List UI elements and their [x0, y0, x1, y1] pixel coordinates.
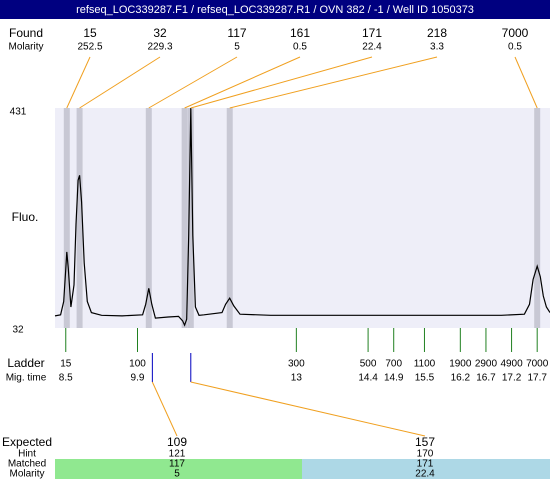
y-tick-label: 431 [10, 107, 27, 118]
found-molarity: 229.3 [147, 42, 172, 53]
ladder-size: 2900 [475, 359, 498, 370]
ladder-label: Ladder [7, 356, 44, 370]
ladder-time: 8.5 [59, 373, 73, 384]
ladder-size: 1100 [414, 359, 436, 370]
ladder-size: 7000 [526, 359, 549, 370]
molarity-label: Molarity [9, 469, 44, 480]
title: refseq_LOC339287.F1 / refseq_LOC339287.R… [76, 4, 474, 16]
found-size: 218 [427, 26, 447, 40]
found-size: 171 [362, 26, 382, 40]
found-molarity: 0.5 [293, 42, 307, 53]
y-tick-label: 32 [12, 325, 24, 336]
matched-molarity: 22.4 [415, 469, 435, 480]
found-connector [190, 56, 373, 109]
ladder-time: 14.4 [358, 373, 378, 384]
hint-label: Hint [18, 449, 36, 460]
found-molarity: 252.5 [77, 42, 102, 53]
peak-band [63, 108, 70, 328]
ladder-time: 17.7 [527, 373, 547, 384]
expected-connector [190, 381, 426, 437]
matched-label: Matched [8, 459, 46, 470]
found-connector [184, 56, 301, 109]
hint-value: 170 [417, 449, 434, 460]
found-molarity: 0.5 [508, 42, 522, 53]
found-size: 161 [290, 26, 310, 40]
found-connector [66, 56, 91, 109]
matched-molarity: 5 [174, 469, 180, 480]
found-molarity: 22.4 [362, 42, 382, 53]
ladder-size: 4900 [500, 359, 523, 370]
matched-band-1 [55, 459, 302, 479]
found-size: 117 [227, 26, 246, 40]
ladder-time: 9.9 [131, 373, 145, 384]
found-molarity: 5 [234, 42, 240, 53]
found-connector [148, 56, 238, 109]
ladder-size: 1900 [449, 359, 472, 370]
ladder-time: 16.2 [451, 373, 471, 384]
trace [54, 107, 550, 327]
ladder-time: 17.2 [502, 373, 522, 384]
expected-size: 157 [415, 435, 435, 449]
y-axis-label: Fluo. [12, 210, 39, 224]
ladder-time: 13 [291, 373, 303, 384]
matched-value: 117 [169, 459, 185, 470]
title-bar [0, 0, 550, 19]
hint-value: 121 [169, 449, 186, 460]
ladder-size: 100 [129, 359, 146, 370]
peak-band [534, 108, 541, 328]
found-connector [79, 56, 161, 109]
matched-value: 171 [417, 459, 434, 470]
peak-band [145, 108, 152, 328]
ladder-size: 700 [385, 359, 402, 370]
peak-band [76, 108, 83, 328]
found-label: Found [9, 26, 43, 40]
ladder-size: 500 [360, 359, 377, 370]
ladder-time: 14.9 [384, 373, 404, 384]
mig-time-label: Mig. time [6, 373, 47, 384]
ladder-time: 15.5 [415, 373, 435, 384]
found-connector [229, 56, 438, 109]
expected-connector [151, 381, 178, 437]
found-size: 32 [153, 26, 167, 40]
found-molarity-label: Molarity [8, 42, 43, 53]
ladder-size: 300 [288, 359, 305, 370]
peak-band [181, 108, 188, 328]
expected-size: 109 [167, 435, 187, 449]
peak-band [187, 108, 194, 328]
ladder-size: 15 [60, 359, 72, 370]
found-size: 15 [83, 26, 97, 40]
plot-area [55, 108, 550, 328]
found-connector [514, 56, 538, 109]
found-molarity: 3.3 [430, 42, 444, 53]
peak-band [226, 108, 233, 328]
matched-band-2 [302, 459, 550, 479]
ladder-time: 16.7 [476, 373, 496, 384]
expected-label: Expected [2, 435, 52, 449]
found-size: 7000 [502, 26, 529, 40]
